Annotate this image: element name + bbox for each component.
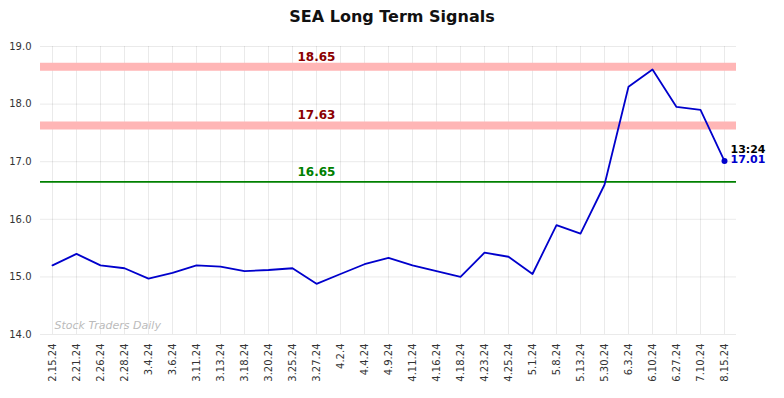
svg-text:18.0: 18.0 — [9, 98, 31, 109]
svg-text:6.27.24: 6.27.24 — [671, 344, 682, 382]
svg-text:16.0: 16.0 — [9, 214, 31, 225]
svg-text:4.23.24: 4.23.24 — [479, 344, 490, 382]
svg-text:3.20.24: 3.20.24 — [263, 344, 274, 382]
html-text:SEA Long Term Signals: SEA Long Term Signals — [289, 7, 495, 26]
svg-text:3.25.24: 3.25.24 — [287, 344, 298, 382]
svg-text:3.6.24: 3.6.24 — [167, 344, 178, 376]
svg-text:2.28.24: 2.28.24 — [119, 344, 130, 382]
svg-text:3.27.24: 3.27.24 — [311, 344, 322, 382]
svg-text:15.0: 15.0 — [9, 271, 31, 282]
svg-text:17.01: 17.01 — [731, 153, 766, 166]
svg-text:3.4.24: 3.4.24 — [143, 344, 154, 376]
svg-text:6.3.24: 6.3.24 — [623, 344, 634, 376]
svg-text:4.11.24: 4.11.24 — [407, 344, 418, 382]
svg-text:3.13.24: 3.13.24 — [215, 344, 226, 382]
svg-text:7.10.24: 7.10.24 — [695, 344, 706, 382]
svg-text:17.0: 17.0 — [9, 156, 31, 167]
svg-text:3.18.24: 3.18.24 — [239, 344, 250, 382]
svg-text:2.26.24: 2.26.24 — [95, 344, 106, 382]
svg-text:4.18.24: 4.18.24 — [455, 344, 466, 382]
svg-text:4.4.24: 4.4.24 — [359, 344, 370, 376]
svg-text:17.63: 17.63 — [298, 108, 336, 122]
svg-text:18.65: 18.65 — [298, 50, 336, 64]
svg-text:5.1.24: 5.1.24 — [527, 344, 538, 376]
svg-text:4.25.24: 4.25.24 — [503, 344, 514, 382]
svg-text:19.0: 19.0 — [9, 41, 31, 52]
svg-text:13:24: 13:24 — [730, 143, 766, 157]
svg-text:4.2.4: 4.2.4 — [335, 344, 346, 369]
svg-text:3.11.24: 3.11.24 — [191, 344, 202, 382]
svg-text:5.8.24: 5.8.24 — [551, 344, 562, 376]
svg-text:4.16.24: 4.16.24 — [431, 344, 442, 382]
svg-text:8.15.24: 8.15.24 — [719, 344, 730, 382]
svg-text:2.15.24: 2.15.24 — [47, 344, 58, 382]
svg-text:Stock Traders Daily: Stock Traders Daily — [55, 319, 162, 332]
svg-text:4.9.24: 4.9.24 — [383, 344, 394, 376]
svg-text:5.30.24: 5.30.24 — [599, 344, 610, 382]
svg-text:5.13.24: 5.13.24 — [575, 344, 586, 382]
svg-text:6.10.24: 6.10.24 — [647, 344, 658, 382]
svg-text:14.0: 14.0 — [9, 329, 31, 340]
svg-text:16.65: 16.65 — [298, 165, 336, 179]
svg-text:2.21.24: 2.21.24 — [71, 344, 82, 382]
